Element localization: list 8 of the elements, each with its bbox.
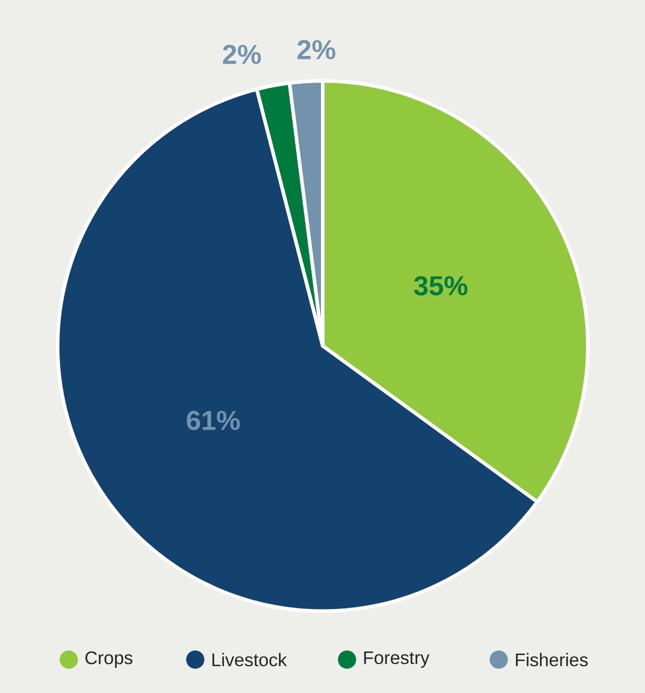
- legend-label: Forestry: [364, 651, 430, 668]
- data-label: 2%: [222, 44, 261, 64]
- data-label: 61%: [186, 410, 240, 430]
- legend-label: Livestock: [212, 652, 287, 666]
- legend-label: Fisheries: [516, 652, 588, 666]
- legend-label: Crops: [85, 651, 132, 668]
- data-label: 2%: [297, 40, 336, 60]
- data-label: 35%: [414, 276, 468, 296]
